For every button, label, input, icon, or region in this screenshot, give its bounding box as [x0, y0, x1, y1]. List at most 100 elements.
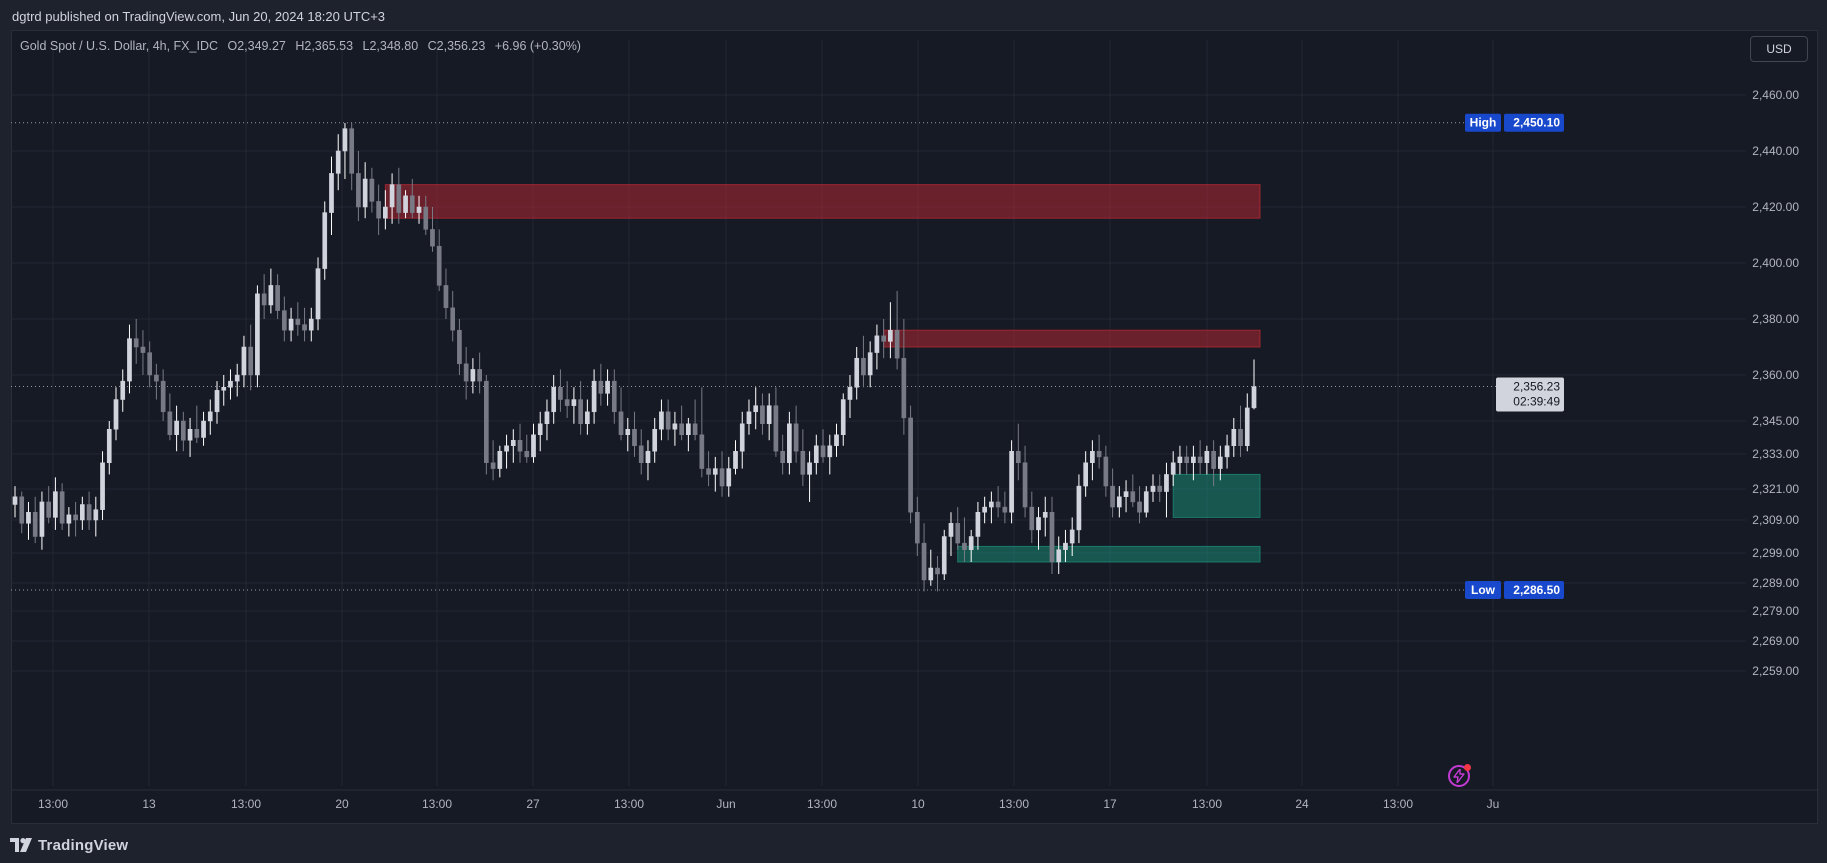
- alert-bolt-icon[interactable]: [1448, 764, 1471, 787]
- x-tick-label: Jun: [716, 797, 735, 811]
- candle-body: [490, 462, 496, 469]
- high-tag-label-bg: [1465, 113, 1501, 132]
- high-tag-value-bg: [1504, 113, 1564, 132]
- candle-body: [1029, 506, 1035, 531]
- candle-body: [746, 411, 752, 424]
- candle-body: [1197, 456, 1203, 463]
- candle-body: [517, 440, 523, 452]
- currency-button[interactable]: USD: [1750, 36, 1808, 62]
- candle-body: [59, 491, 65, 524]
- candle-body: [362, 178, 368, 208]
- y-tick-label: 2,460.00: [1752, 88, 1799, 102]
- candle-body: [221, 387, 227, 391]
- footer-brand-label: TradingView: [38, 836, 129, 854]
- candle-body: [73, 514, 78, 521]
- candle-body: [605, 380, 610, 394]
- y-tick-label: 2,380.00: [1752, 312, 1799, 326]
- candle-body: [585, 411, 590, 424]
- candle-body: [396, 184, 402, 213]
- candle-body: [504, 445, 509, 452]
- candle-body: [1123, 491, 1129, 498]
- candle-body: [1022, 462, 1028, 508]
- candle-body: [1204, 451, 1210, 463]
- last-price-tag-bg: [1496, 377, 1564, 412]
- candle-body: [113, 399, 119, 430]
- candle-body: [1143, 491, 1149, 513]
- candle-body: [194, 429, 200, 438]
- candle-body: [207, 411, 213, 422]
- candle-body: [356, 173, 361, 208]
- candle-body: [874, 335, 880, 353]
- y-tick-label: 2,279.00: [1752, 604, 1799, 618]
- y-tick-label: 2,400.00: [1752, 256, 1799, 270]
- candle-body: [800, 451, 806, 475]
- legend-open: O2,349.27: [227, 39, 286, 53]
- candle-body: [1063, 542, 1068, 550]
- candle-body: [948, 523, 954, 537]
- candle-body: [106, 429, 112, 463]
- candle-body: [1157, 485, 1163, 492]
- candle-body: [551, 387, 557, 413]
- candle-body: [564, 399, 570, 406]
- candle-body: [228, 380, 233, 388]
- candle-body: [914, 512, 920, 544]
- candle-body: [93, 509, 99, 521]
- y-tick-label: 2,321.00: [1752, 482, 1799, 496]
- candle-body: [955, 523, 961, 544]
- price-chart[interactable]: 2,460.00 2,440.00 2,420.00 2,400.00 2,380.00…: [11, 30, 1817, 824]
- candle-body: [308, 318, 314, 331]
- candle-body: [484, 380, 489, 463]
- last-price-value: 2,356.23: [1513, 380, 1560, 394]
- candle-body: [214, 390, 220, 413]
- candle-body: [1217, 456, 1223, 469]
- x-tick-label: 20: [335, 797, 349, 811]
- candle-body: [558, 387, 563, 400]
- demand-zone: [1172, 473, 1261, 518]
- candle-body: [383, 206, 388, 219]
- y-tick-label: 2,333.00: [1752, 447, 1799, 461]
- candle-body: [201, 420, 206, 438]
- candle-body: [686, 423, 691, 435]
- legend-high: H2,365.53: [295, 39, 354, 53]
- candle-body: [524, 451, 530, 458]
- candle-body: [342, 128, 348, 152]
- x-tick-label: 13: [142, 797, 156, 811]
- candle-body: [861, 357, 866, 376]
- candle-body: [1042, 512, 1048, 518]
- candle-body: [632, 429, 637, 446]
- candle-body: [46, 501, 52, 518]
- candle-body: [598, 380, 604, 394]
- candle-body: [1076, 485, 1082, 531]
- candle-body: [1184, 456, 1190, 463]
- footer-brand[interactable]: TradingView: [10, 834, 128, 856]
- y-tick-label: 2,440.00: [1752, 144, 1799, 158]
- candle-body: [618, 411, 624, 435]
- y-tick-label: 2,259.00: [1752, 664, 1799, 678]
- candle-body: [389, 184, 395, 208]
- candle-body: [1224, 445, 1230, 458]
- y-tick-label: 2,345.00: [1752, 414, 1799, 428]
- candle-body: [854, 357, 860, 388]
- publish-bar: dgtrd published on TradingView.com, Jun …: [0, 0, 1827, 30]
- candle-body: [840, 399, 846, 435]
- x-tick-label: 10: [911, 797, 925, 811]
- candle-body: [753, 405, 759, 413]
- x-tick-label: Ju: [1487, 797, 1500, 811]
- x-tick-label: 13:00: [231, 797, 261, 811]
- x-tick-label: 13:00: [422, 797, 452, 811]
- candle-body: [780, 451, 785, 463]
- candle-body: [672, 423, 678, 430]
- candle-body: [1177, 456, 1183, 463]
- candle-body: [1238, 429, 1243, 446]
- candle-body: [1103, 456, 1109, 487]
- candle-body: [733, 451, 738, 469]
- candle-body: [463, 363, 469, 382]
- candle-body: [133, 338, 139, 348]
- candle-body: [652, 429, 658, 452]
- candle-body: [39, 501, 45, 537]
- candle-body: [26, 512, 31, 524]
- candle-body: [1110, 485, 1115, 508]
- candle-body: [1069, 529, 1075, 544]
- candle-body: [706, 468, 711, 475]
- legend-symbol: Gold Spot / U.S. Dollar, 4h, FX_IDC: [20, 39, 218, 53]
